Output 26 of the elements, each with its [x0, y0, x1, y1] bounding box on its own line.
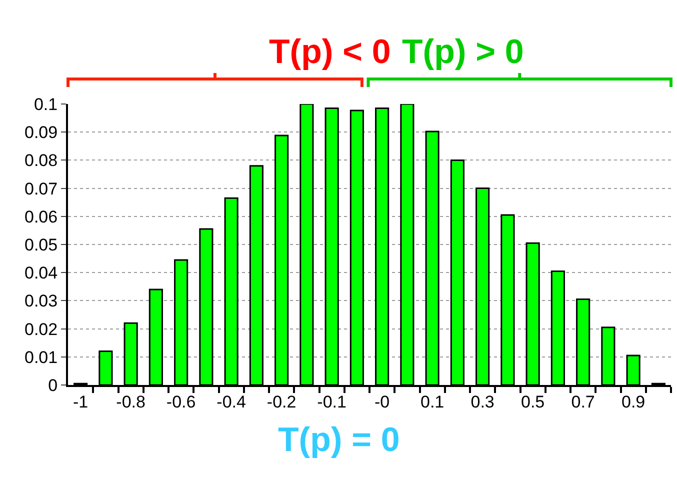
x-tick-label: -0.8	[116, 392, 146, 412]
x-tick-label: -0	[374, 392, 390, 412]
y-tick-label: 0.1	[34, 94, 58, 114]
x-tick-label: 0.3	[470, 392, 494, 412]
x-tick-label: 0.9	[621, 392, 646, 412]
y-tick-label: 0	[48, 376, 58, 395]
text: T(p) < 0	[269, 33, 391, 71]
x-tick-label: 0.5	[520, 392, 545, 412]
x-tick-label: -0.6	[166, 392, 196, 412]
y-tick-label: 0.05	[24, 235, 58, 254]
y-tick-label: 0.02	[24, 320, 58, 339]
x-tick-label: 0.1	[420, 392, 444, 412]
x-tick-label: 0.7	[571, 392, 595, 412]
x-tick-label: -1	[72, 392, 88, 412]
text: T(p) = 0	[278, 421, 400, 459]
y-tick-label: 0.09	[24, 123, 58, 142]
x-tick-label: -0.4	[216, 392, 246, 412]
y-tick-label: 0.01	[24, 348, 58, 367]
x-tick-label: -0.2	[266, 392, 296, 412]
y-tick-label: 0.07	[24, 179, 58, 198]
y-tick-label: 0.04	[24, 264, 58, 283]
x-tick-label: -0.1	[317, 392, 346, 412]
text: T(p) > 0	[402, 33, 524, 71]
y-tick-label: 0.03	[24, 292, 58, 311]
y-tick-label: 0.08	[24, 151, 58, 170]
y-tick-label: 0.06	[24, 207, 58, 226]
